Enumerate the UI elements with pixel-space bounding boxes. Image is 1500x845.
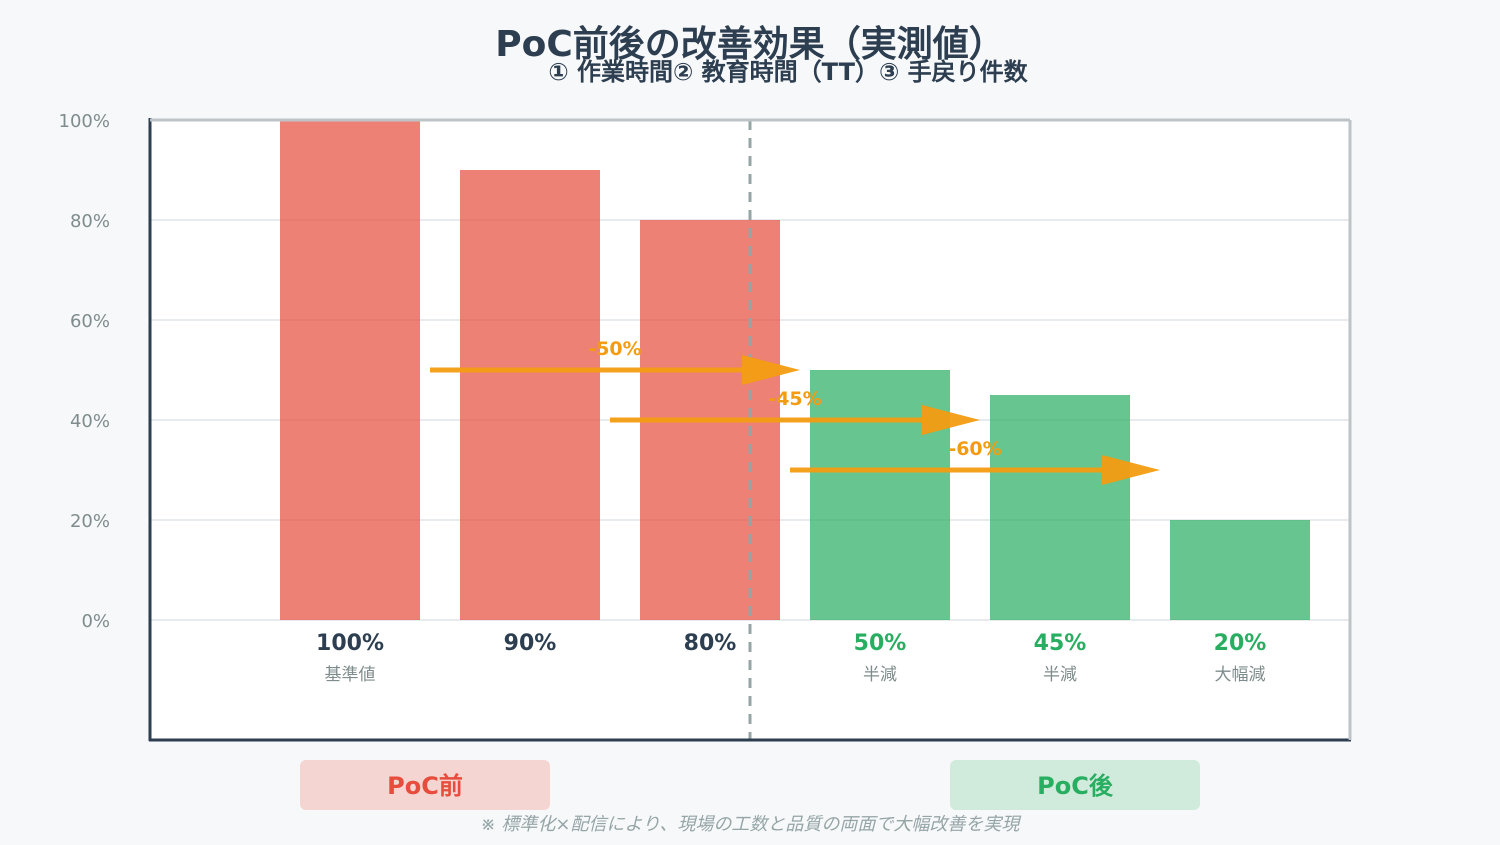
chart-title: PoC前後の改善効果（実測値） <box>495 24 1005 65</box>
value-labels: 100% 基準値 90% 80% 50% 半減 45% 半減 20% 大幅減 <box>316 631 1266 685</box>
arrow-label: -45% <box>768 388 821 410</box>
bar-value-label: 45% <box>1034 631 1087 656</box>
y-tick-label: 60% <box>70 311 110 332</box>
y-tick-label: 0% <box>81 611 110 632</box>
badge-before-label: PoC前 <box>387 772 463 800</box>
arrow-head <box>1102 455 1160 485</box>
y-tick-label: 20% <box>70 511 110 532</box>
bar-value-label: 80% <box>684 631 737 656</box>
y-tick-label: 80% <box>70 211 110 232</box>
bar-note-label: 半減 <box>863 665 897 685</box>
y-tick-label: 40% <box>70 411 110 432</box>
badge-before: PoC前 <box>300 760 550 810</box>
arrow-head <box>742 355 800 385</box>
arrows: -50% -45% -60% <box>430 338 1160 485</box>
bar-before <box>460 170 600 620</box>
bar-value-label: 100% <box>316 631 384 656</box>
chart-subtitle: ① 作業時間② 教育時間（TT）③ 手戻り件数 <box>548 58 1028 86</box>
reduction-arrow: -60% <box>790 438 1160 485</box>
bars <box>280 120 1310 620</box>
badge-before-bg <box>300 760 550 810</box>
bar-after <box>1170 520 1310 620</box>
bar-note-label: 半減 <box>1043 665 1077 685</box>
arrow-label: -60% <box>948 438 1001 460</box>
reduction-arrow: -45% <box>610 388 980 435</box>
bar-note-label: 大幅減 <box>1215 665 1266 685</box>
bar-value-label: 20% <box>1214 631 1267 656</box>
arrow-head <box>922 405 980 435</box>
arrow-label: -50% <box>588 338 641 360</box>
badge-after-bg <box>950 760 1200 810</box>
badge-after: PoC後 <box>950 760 1200 810</box>
reduction-arrow: -50% <box>430 338 800 385</box>
badge-after-label: PoC後 <box>1037 772 1114 800</box>
footnote: ※ 標準化×配信により、現場の工数と品質の両面で大幅改善を実現 <box>481 814 1022 835</box>
y-tick-label: 100% <box>59 111 110 132</box>
y-axis-ticks: 0% 20% 40% 60% 80% 100% <box>59 111 110 632</box>
bar-after <box>990 395 1130 620</box>
bar-note-label: 基準値 <box>325 665 376 685</box>
bar-value-label: 50% <box>854 631 907 656</box>
bar-value-label: 90% <box>504 631 557 656</box>
bar-before <box>280 120 420 620</box>
